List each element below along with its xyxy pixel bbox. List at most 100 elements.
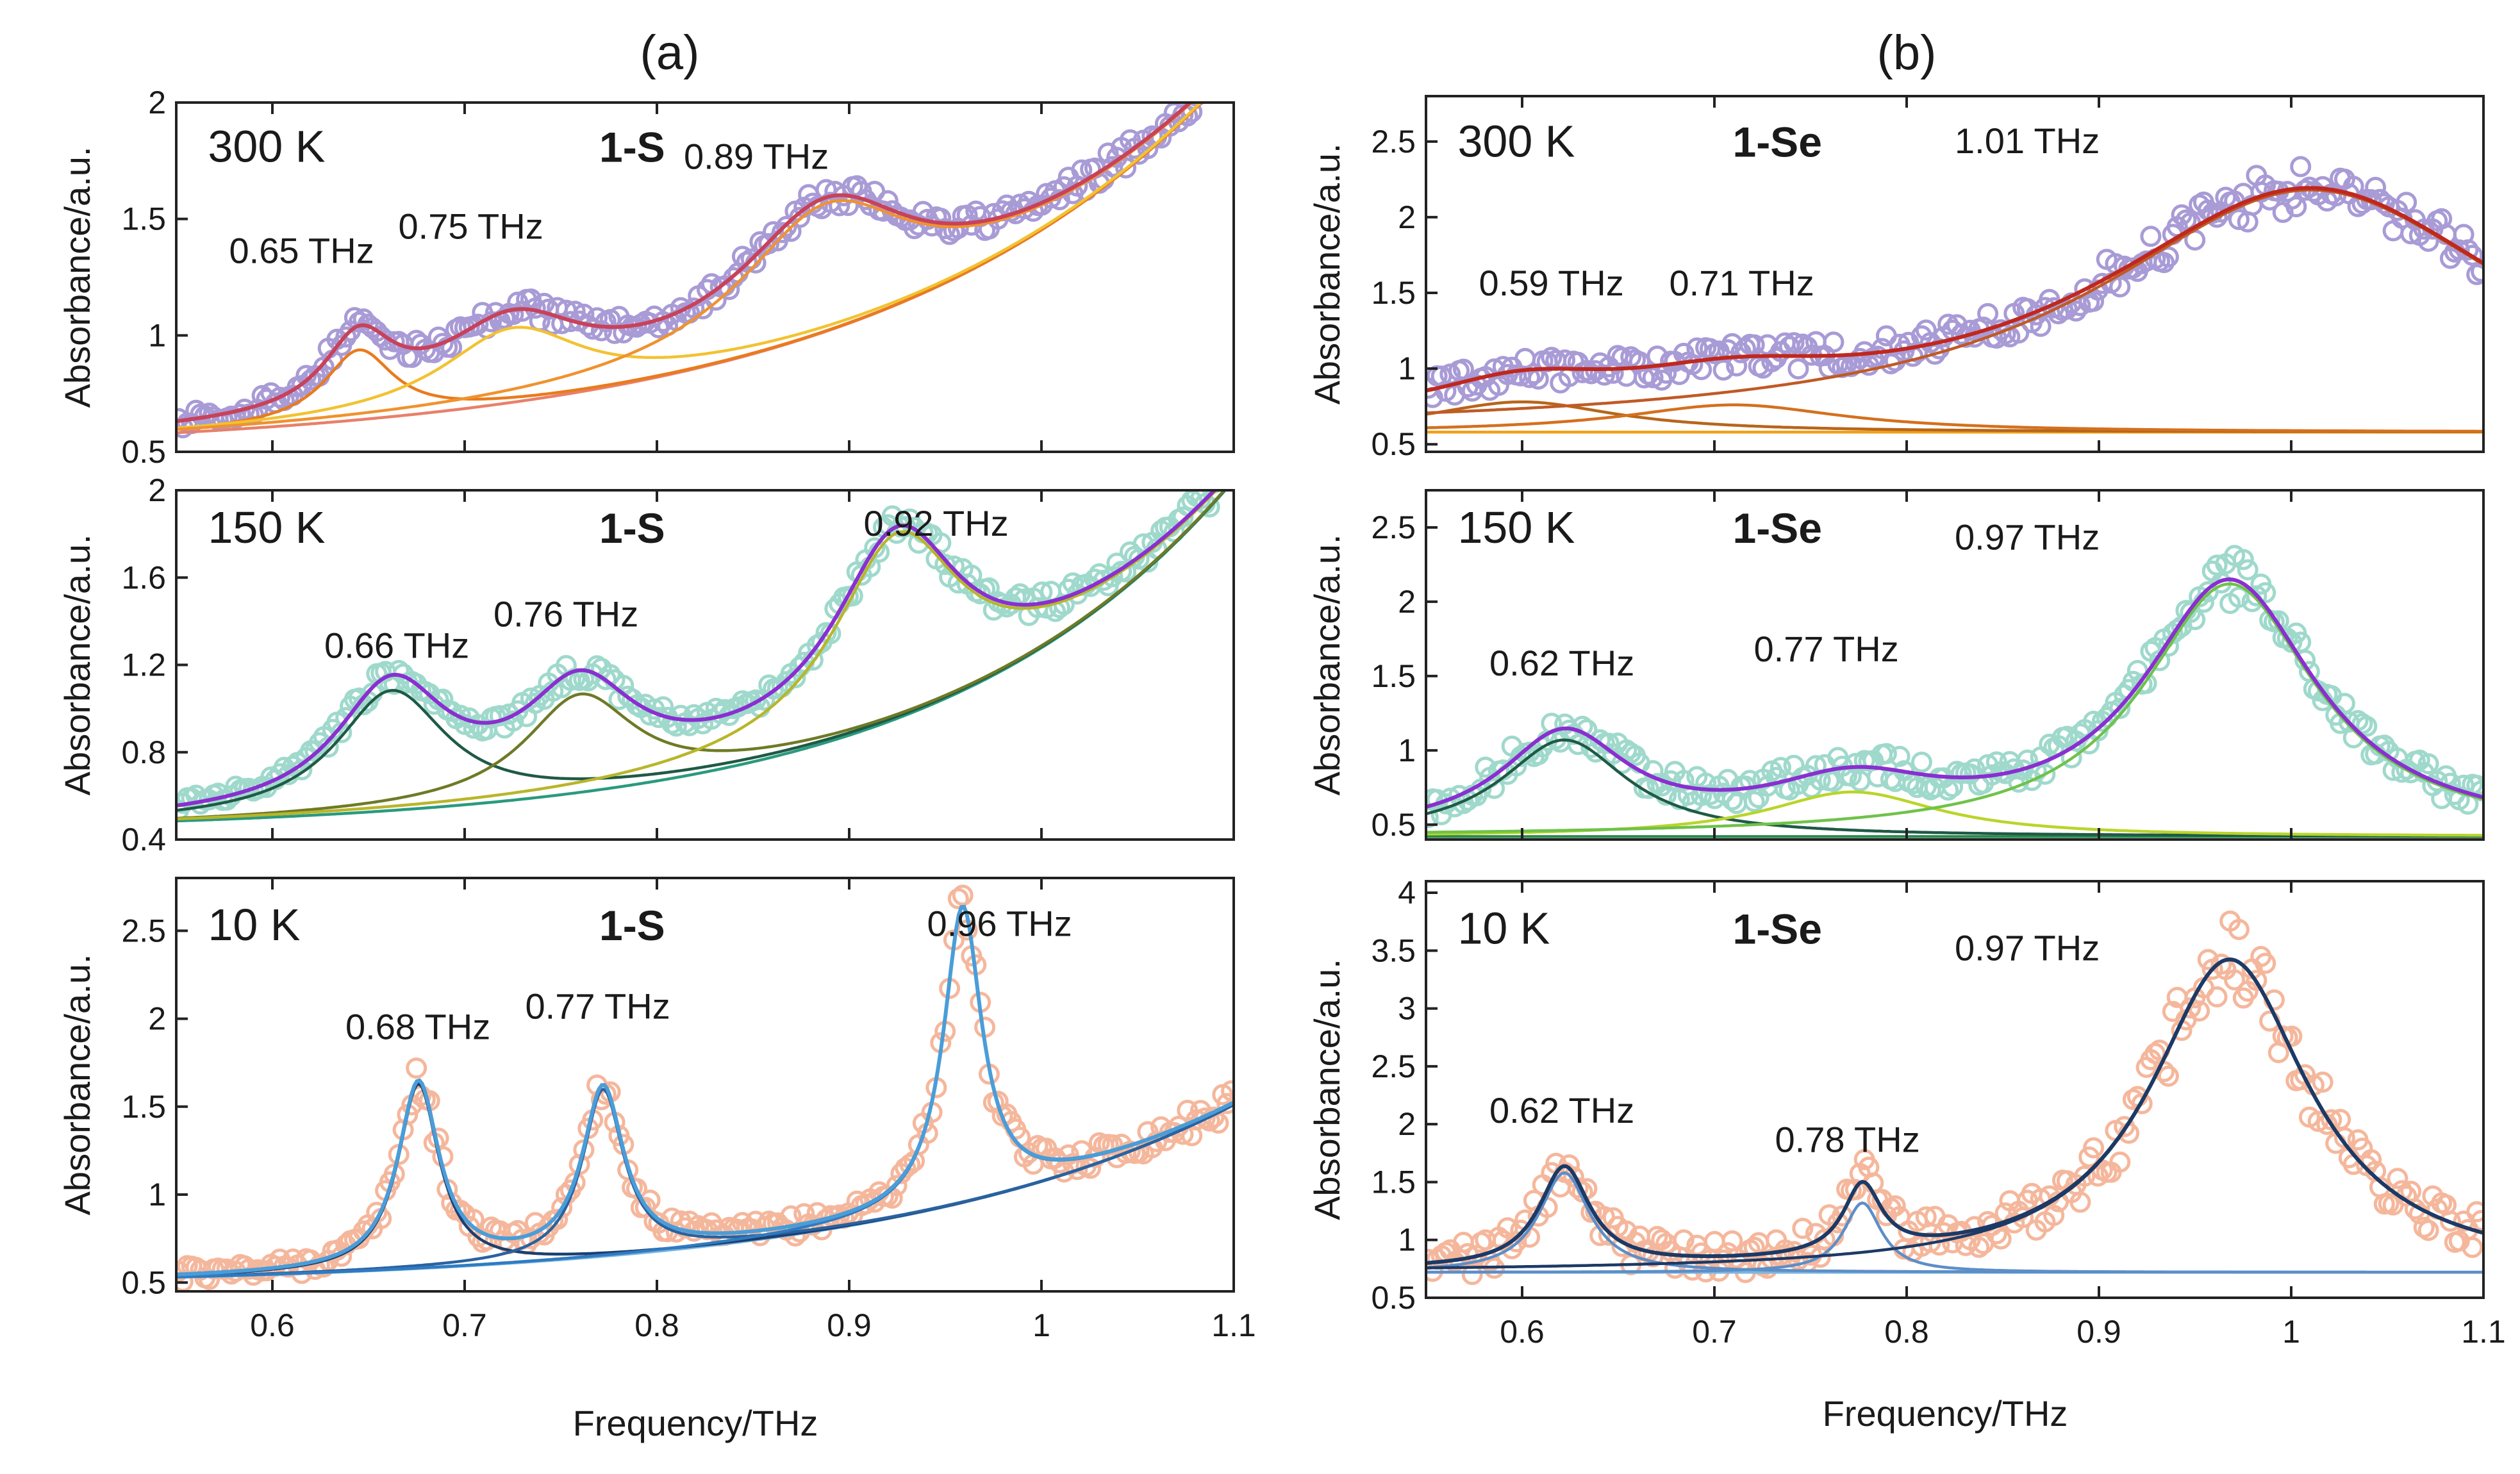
plot-frame	[175, 101, 1235, 453]
y-tick-label: 2.5	[1371, 509, 1416, 545]
scatter-point	[952, 884, 974, 906]
scatter-point	[1968, 1236, 1990, 1258]
scatter-point	[1655, 784, 1677, 806]
x-axis-title-a: Frequency/THz	[573, 1403, 818, 1443]
scatter-point	[2166, 619, 2188, 641]
scatter-point	[2232, 549, 2254, 570]
scatter-point	[1743, 791, 1765, 813]
scatter-point	[2083, 1137, 2105, 1159]
scatter-point	[1691, 784, 1712, 806]
scatter-point	[1505, 1231, 1527, 1253]
scatter-point	[1787, 358, 1809, 380]
scatter-point	[2417, 753, 2439, 775]
plot-frame	[1425, 880, 2485, 1299]
scatter-point	[2043, 1205, 2065, 1226]
scatter-point	[1461, 1264, 1483, 1286]
scatter-point	[1915, 319, 1937, 341]
y-tick-label: 2	[1398, 199, 1416, 235]
scatter-point	[2333, 1127, 2355, 1148]
plot-area-b2	[1426, 545, 2483, 838]
scatter-point	[1571, 715, 1593, 737]
scatter-point	[1792, 1218, 1814, 1239]
y-tick-label: 3.5	[1371, 932, 1416, 968]
temperature-label: 300 K	[208, 122, 326, 172]
scatter-point	[758, 233, 780, 254]
x-tick-label: 0.7	[1692, 1314, 1737, 1350]
scatter-point	[2180, 997, 2201, 1019]
scatter-point	[1200, 63, 1218, 81]
plot-area-b3	[1426, 910, 2483, 1286]
scatter-point	[789, 206, 811, 228]
y-tick-label: 2	[1398, 1106, 1416, 1142]
plot-area-a1	[176, 63, 1227, 438]
scatter-point	[2153, 252, 2175, 274]
scatter-point	[1673, 1229, 1695, 1251]
scatter-point	[2131, 1093, 2153, 1114]
y-tick-label: 0.8	[121, 734, 166, 770]
scatter-point	[899, 1154, 921, 1175]
y-tick-label: 1.5	[1371, 658, 1416, 694]
y-tick-label: 2	[1398, 584, 1416, 620]
peak-label-2: 0.76 THz	[493, 594, 638, 634]
peak-curve-2	[176, 103, 1203, 430]
scatter-point	[295, 365, 317, 386]
y-tick-label: 0.5	[1371, 807, 1416, 843]
fit-curve	[176, 103, 1193, 424]
scatter-point	[2462, 1237, 2483, 1258]
x-tick-label: 0.7	[442, 1307, 487, 1343]
scatter-point	[1726, 793, 1748, 815]
y-tick-label: 2	[148, 1001, 166, 1037]
scatter-point	[2312, 1072, 2333, 1093]
peak-label-1: 0.68 THz	[345, 1007, 490, 1047]
scatter-point	[2360, 1149, 2382, 1171]
x-tick-label: 1.1	[2461, 1314, 2506, 1350]
scatter-point	[1205, 65, 1223, 83]
scatter-point	[335, 707, 357, 729]
scatter-point	[1783, 332, 1805, 354]
panel-b3: 0.6 0.7 0.8 0.9 1 1.1 0.5 1 1.5 2 2.5 3 3.5 4 Absorban…	[1307, 875, 2506, 1350]
peak-curve-3	[176, 490, 1218, 821]
scatter-point	[1115, 157, 1137, 179]
scatter-point	[2228, 209, 2250, 230]
panel-a3: 0.6 0.7 0.8 0.9 1 1.1 0.5 1 1.5 2 2.5 Absorbance/a.…	[57, 877, 1256, 1343]
scatter-point	[2206, 206, 2228, 228]
scatter-point	[2206, 986, 2228, 1007]
y-tick-label: 0.5	[1371, 426, 1416, 462]
y-tick-label: 2	[148, 85, 166, 120]
scatter-point	[406, 1057, 427, 1079]
scatter-point	[1209, 73, 1227, 91]
temperature-label: 300 K	[1458, 116, 1575, 166]
scatter-point	[2083, 290, 2105, 312]
scatter-point	[2140, 226, 2162, 247]
scatter-point	[2333, 693, 2355, 715]
y-axis-title: Absorbance/a.u.	[57, 534, 97, 796]
peak-label-1: 0.62 THz	[1489, 1090, 1634, 1130]
y-tick-label: 2.5	[1371, 1048, 1416, 1084]
x-tick-label: 0.6	[1500, 1314, 1545, 1350]
scatter-point	[2210, 954, 2232, 975]
y-tick-label: 2	[148, 472, 166, 508]
scatter-point	[947, 888, 969, 909]
temperature-label: 10 K	[1458, 904, 1550, 954]
peak-curve-2	[176, 490, 1227, 820]
peak-curve-2	[1426, 403, 2483, 433]
scatter-point	[2109, 697, 2131, 719]
column-title-b: (b)	[1877, 26, 1937, 80]
scatter-point	[1541, 347, 1563, 369]
peak-label-3: 0.97 THz	[1955, 928, 2100, 968]
scatter-point	[2074, 1165, 2096, 1187]
scatter-point	[1915, 1206, 1937, 1228]
scatter-point	[784, 667, 806, 689]
peak-label-3: 0.92 THz	[864, 503, 1009, 543]
scatter-point	[626, 1178, 647, 1200]
scatter-point	[1589, 1225, 1611, 1246]
scatter-point	[1223, 456, 1241, 474]
y-tick-label: 2.5	[121, 913, 166, 948]
y-axis-title: Absorbance/a.u.	[1307, 959, 1347, 1220]
y-tick-label: 0.5	[1371, 1280, 1416, 1316]
peak-curve-1	[1426, 400, 2483, 433]
scatter-point	[2439, 1211, 2461, 1232]
y-tick-label: 1	[1398, 1222, 1416, 1258]
y-tick-label: 1	[148, 1177, 166, 1213]
peak-label-3: 0.96 THz	[927, 903, 1072, 943]
